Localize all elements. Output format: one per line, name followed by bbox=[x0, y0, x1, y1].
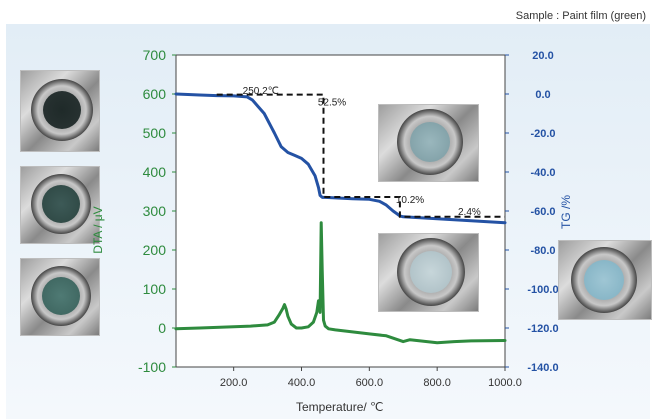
sample-photo-2 bbox=[20, 166, 100, 244]
y-right-tick-label: -40.0 bbox=[530, 167, 555, 179]
y-right-tick-label: -100.0 bbox=[527, 284, 558, 296]
annotation-label: 250.2℃ bbox=[243, 86, 279, 97]
sample-photo-5 bbox=[378, 233, 479, 312]
y-left-axis-title: DTA / μV bbox=[91, 206, 105, 254]
x-tick-label: 200.0 bbox=[220, 377, 248, 389]
y-left-tick-label: 0 bbox=[158, 320, 166, 336]
sample-label: Sample : Paint film (green) bbox=[515, 10, 646, 22]
x-tick-label: 400.0 bbox=[288, 377, 316, 389]
sample-photo-3 bbox=[20, 258, 100, 336]
x-tick-label: 600.0 bbox=[356, 377, 384, 389]
x-tick-label: 800.0 bbox=[423, 377, 451, 389]
y-right-tick-label: 0.0 bbox=[535, 89, 550, 101]
tg-curve bbox=[174, 92, 507, 225]
y-right-tick-label: -60.0 bbox=[530, 206, 555, 218]
y-left-tick-label: 400 bbox=[143, 164, 167, 180]
annotation-label: 2.4% bbox=[458, 207, 481, 218]
sample-photo-1 bbox=[20, 70, 100, 152]
y-right-tick-label: -80.0 bbox=[530, 245, 555, 257]
annotation-label: 52.5% bbox=[318, 98, 346, 109]
y-left-tick-label: 700 bbox=[143, 47, 167, 63]
y-right-tick-label: 20.0 bbox=[532, 50, 553, 62]
y-left-tick-label: 300 bbox=[143, 203, 167, 219]
annotation-label: 10.2% bbox=[396, 195, 424, 206]
sample-photo-4 bbox=[378, 104, 479, 182]
y-right-axis-title: TG /% bbox=[559, 195, 573, 230]
x-axis-title: Temperature/ ℃ bbox=[296, 400, 384, 414]
y-right-tick-label: -20.0 bbox=[530, 128, 555, 140]
y-left-tick-label: 200 bbox=[143, 242, 167, 258]
y-left-tick-label: 100 bbox=[143, 281, 167, 297]
mass-loss-step-line bbox=[216, 93, 505, 218]
y-left-tick-label: -100 bbox=[138, 359, 166, 375]
y-left-tick-label: 600 bbox=[143, 86, 167, 102]
x-tick-label: 1000.0 bbox=[488, 377, 522, 389]
y-left-tick-label: 500 bbox=[143, 125, 167, 141]
sample-photo-6 bbox=[558, 240, 652, 320]
dta-curve bbox=[174, 221, 507, 345]
y-right-tick-label: -120.0 bbox=[527, 323, 558, 335]
y-right-tick-label: -140.0 bbox=[527, 362, 558, 374]
